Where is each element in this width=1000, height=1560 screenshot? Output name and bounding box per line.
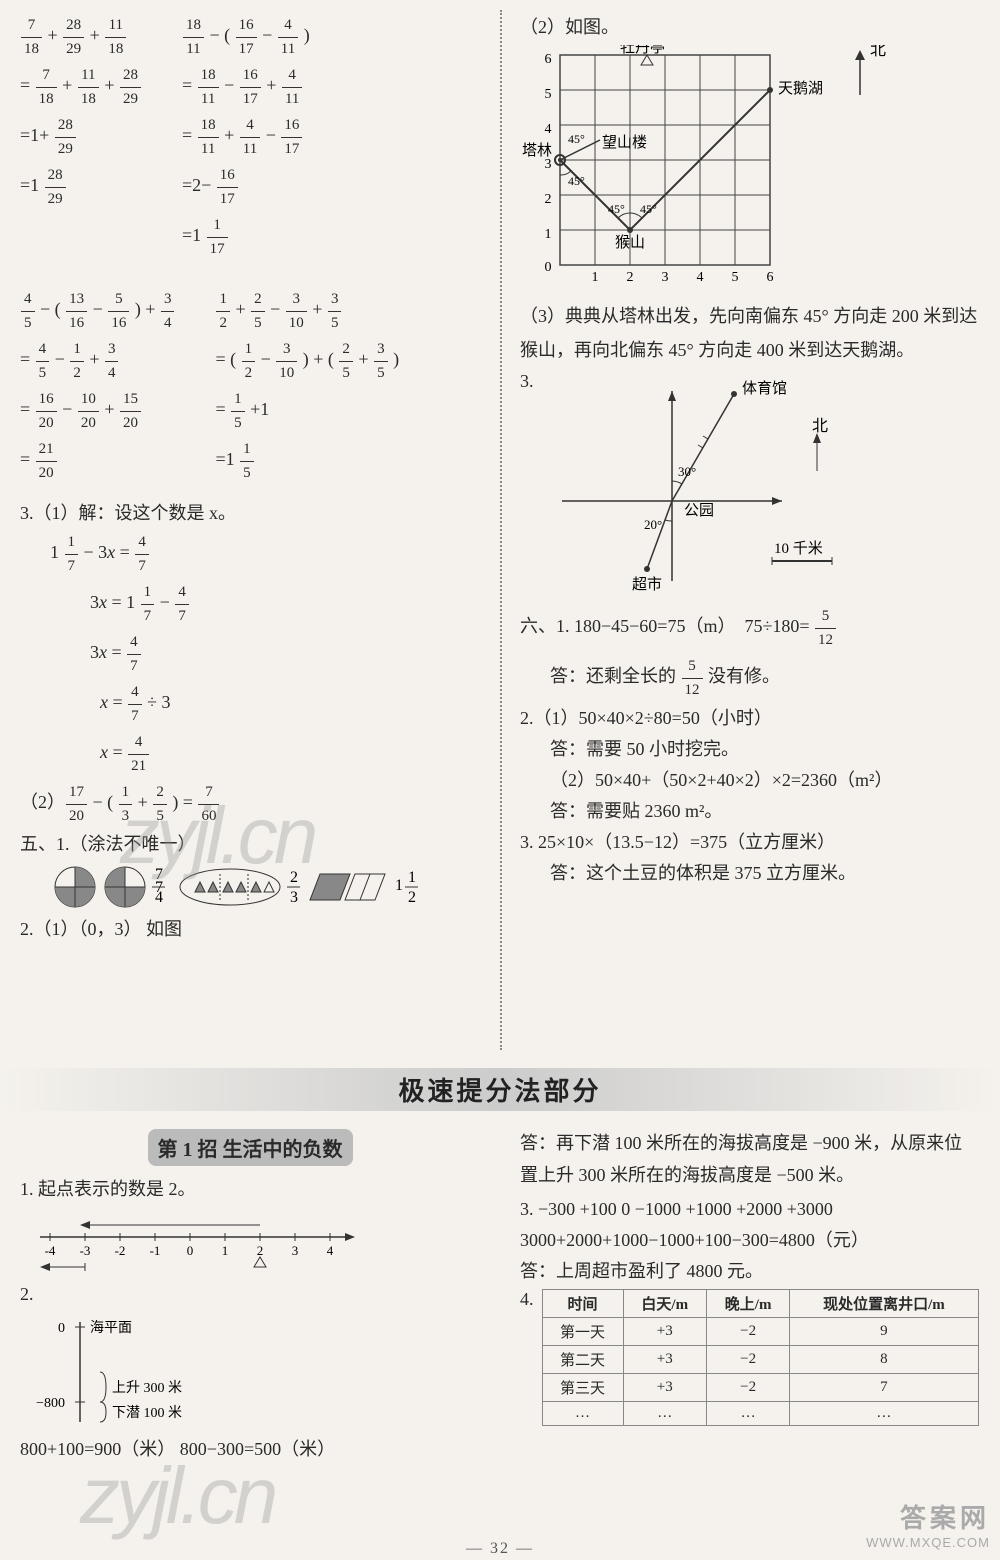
svg-text:4: 4 <box>545 122 552 137</box>
eq-row-2: 45 − ( 1316 − 516 ) + 34 = 45 − 12 + 34 … <box>20 284 480 488</box>
br-p4-label: 4. <box>520 1289 534 1310</box>
left-column: 718 + 2829 + 1118 = 718 + 1118 + 2829 =1… <box>0 0 500 1060</box>
svg-text:3: 3 <box>662 270 669 285</box>
svg-text:1: 1 <box>408 869 416 886</box>
svg-text:2: 2 <box>545 192 552 207</box>
svg-text:3: 3 <box>292 1243 299 1258</box>
svg-text:2: 2 <box>257 1243 264 1258</box>
sec6-1: 六、1. 180−45−60=75（m） 75÷180= 512 <box>520 605 980 651</box>
svg-text:下潜 100 米: 下潜 100 米 <box>112 1405 182 1421</box>
sec6-2-1: 2.（1）50×40×2÷80=50（小时） <box>520 705 980 732</box>
sec5-2: 2.（1）（0，3） 如图 <box>20 916 480 943</box>
compass-chart: 30° 20° 体育馆 公园 超市 北 10 千米 <box>542 371 852 601</box>
p3-text: （3）典典从塔林出发，先向南偏东 45° 方向走 200 米到达猴山，再向北偏东… <box>520 299 980 367</box>
br-ans1: 答：再下潜 100 米所在的海拔高度是 −900 米，从原来位置上升 300 米… <box>520 1127 980 1192</box>
page-number: — 32 — <box>466 1540 534 1558</box>
dive-diagram: 0 海平面 −800 上升 300 米 下潜 100 米 <box>20 1312 300 1432</box>
svg-text:天鹅湖: 天鹅湖 <box>778 80 823 97</box>
svg-text:−800: −800 <box>36 1396 65 1411</box>
shapes-row: 774 23 1 12 <box>20 862 450 912</box>
svg-text:-3: -3 <box>80 1243 91 1258</box>
svg-text:0: 0 <box>545 260 552 275</box>
svg-text:2: 2 <box>627 270 634 285</box>
sec6-2-2: （2）50×40+（50×2+40×2）×2=2360（m²） <box>520 767 980 794</box>
eq3: 45 − ( 1316 − 516 ) + 34 = 45 − 12 + 34 … <box>20 284 175 488</box>
band-title: 极速提分法部分 <box>0 1068 1000 1111</box>
bl-p2: 2. <box>20 1281 480 1308</box>
sec5-label: 五、1.（涂法不唯一） <box>20 831 480 858</box>
br-p3-ans: 答：上周超市盈利了 4800 元。 <box>520 1258 980 1285</box>
bl-calcs: 800+100=900（米） 800−300=500（米） <box>20 1436 480 1463</box>
svg-text:望山楼: 望山楼 <box>602 134 647 151</box>
svg-text:4: 4 <box>327 1243 334 1258</box>
svg-text:-1: -1 <box>150 1243 161 1258</box>
svg-text:5: 5 <box>545 87 552 102</box>
svg-text:0: 0 <box>58 1321 65 1336</box>
number-line: -4 -3 -2 -1 0 1 2 3 4 <box>20 1207 380 1277</box>
sec6-3-ans: 答：这个土豆的体积是 375 立方厘米。 <box>520 860 980 887</box>
svg-text:北: 北 <box>870 45 886 59</box>
bl-p1: 1. 起点表示的数是 2。 <box>20 1176 480 1203</box>
br-p3: 3. −300 +100 0 −1000 +1000 +2000 +3000 <box>520 1196 980 1223</box>
svg-text:体育馆: 体育馆 <box>742 380 787 397</box>
sec6-2-2-ans: 答：需要贴 2360 m²。 <box>520 798 980 825</box>
svg-text:猴山: 猴山 <box>615 234 645 251</box>
right-column: （2）如图。 6 5 4 3 2 1 0 1 2 3 4 5 6 <box>500 0 1000 1060</box>
eq4: 12 + 25 − 310 + 35 = ( 12 − 310 ) + ( 25… <box>215 284 399 488</box>
svg-text:10 千米: 10 千米 <box>774 540 823 557</box>
svg-text:45°: 45° <box>608 202 625 216</box>
svg-text:7: 7 <box>155 866 163 883</box>
svg-text:20°: 20° <box>644 517 662 532</box>
p3-2-label: 3. <box>520 371 534 392</box>
grid-chart: 6543210 123456 45° 45° 45° 45° 牡丹 <box>520 45 900 295</box>
svg-text:公园: 公园 <box>684 502 714 519</box>
p2-label: （2）如图。 <box>520 14 980 41</box>
svg-text:2: 2 <box>290 869 298 886</box>
svg-text:1: 1 <box>222 1243 229 1258</box>
bottom-right: 答：再下潜 100 米所在的海拔高度是 −900 米，从原来位置上升 300 米… <box>500 1119 1000 1471</box>
compass-row: 3. 30° <box>520 371 980 601</box>
svg-text:3: 3 <box>545 157 552 172</box>
sec6-3: 3. 25×10×（13.5−12）=375（立方厘米） <box>520 829 980 856</box>
svg-text:1: 1 <box>395 877 403 894</box>
svg-text:1: 1 <box>592 270 599 285</box>
banner: 第 1 招 生活中的负数 <box>148 1129 353 1166</box>
svg-text:0: 0 <box>187 1243 194 1258</box>
column-divider <box>500 10 502 1050</box>
eq-row-1: 718 + 2829 + 1118 = 718 + 1118 + 2829 =1… <box>20 10 480 264</box>
eq2: 1811 − ( 1617 − 411 ) = 1811 − 1617 + 41… <box>182 10 310 264</box>
svg-text:4: 4 <box>697 270 704 285</box>
svg-text:1: 1 <box>545 227 552 242</box>
snail-table: 时间白天/m晚上/m现处位置离井口/m 第一天+3−29 第二天+3−28 第三… <box>542 1289 979 1426</box>
svg-text:塔林: 塔林 <box>522 142 552 159</box>
svg-text:超市: 超市 <box>631 576 661 593</box>
p3-2: （2）1720 − ( 13 + 25 ) = 760 <box>20 781 480 827</box>
svg-text:牡丹亭: 牡丹亭 <box>620 45 665 56</box>
footer-badge: 答案网 WWW.MXQE.COM <box>866 1498 990 1550</box>
bottom-row: 第 1 招 生活中的负数 1. 起点表示的数是 2。 -4 -3 -2 -1 0 1 2 3 4… <box>0 1119 1000 1471</box>
svg-text:45°: 45° <box>568 174 585 188</box>
svg-text:-2: -2 <box>115 1243 126 1258</box>
svg-text:-4: -4 <box>45 1243 56 1258</box>
svg-text:北: 北 <box>812 417 828 435</box>
bottom-left: 第 1 招 生活中的负数 1. 起点表示的数是 2。 -4 -3 -2 -1 0 1 2 3 4… <box>0 1119 500 1471</box>
br-p3-calc: 3000+2000+1000−1000+100−300=4800（元） <box>520 1227 980 1254</box>
svg-text:上升 300 米: 上升 300 米 <box>112 1380 182 1396</box>
svg-text:6: 6 <box>767 270 774 285</box>
sec6-1-ans: 答：还剩全长的 512 没有修。 <box>520 655 980 701</box>
svg-text:30°: 30° <box>678 464 696 479</box>
sec6-2-1-ans: 答：需要 50 小时挖完。 <box>520 736 980 763</box>
svg-text:6: 6 <box>545 52 552 67</box>
svg-text:2: 2 <box>408 889 416 906</box>
svg-text:4: 4 <box>155 889 163 906</box>
svg-text:5: 5 <box>732 270 739 285</box>
p3-1-work: 1 17 − 3x = 47 3x = 1 17 − 47 3x = 47 x … <box>20 531 480 777</box>
p3-1-intro: 3.（1）解：设这个数是 x。 <box>20 500 480 527</box>
svg-text:3: 3 <box>290 889 298 906</box>
eq1: 718 + 2829 + 1118 = 718 + 1118 + 2829 =1… <box>20 10 142 264</box>
svg-text:45°: 45° <box>568 132 585 146</box>
svg-text:海平面: 海平面 <box>90 1320 132 1336</box>
svg-text:45°: 45° <box>640 202 657 216</box>
